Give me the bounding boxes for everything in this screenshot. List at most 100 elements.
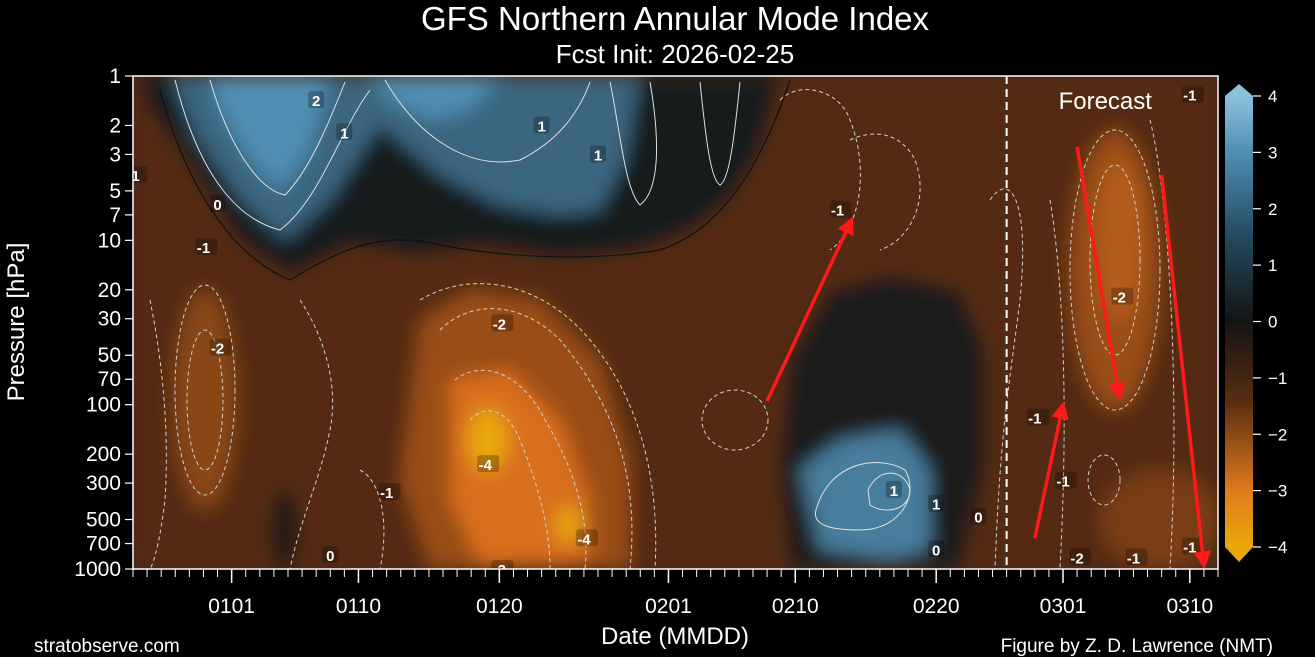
y-tick-label: 700 [86,533,121,556]
positive-anomaly-peak [210,76,500,190]
contour-label: -2 [1111,287,1134,307]
contour-label-text: -3 [493,562,506,579]
contour-label-text: 1 [537,118,545,135]
contour-label-bg [928,494,945,512]
contour-label-text: 0 [932,542,940,559]
contour-label-bg [491,560,514,569]
contour-label-bg [209,194,226,212]
x-tick-label: 0210 [772,595,819,618]
contour-label: -1 [829,200,852,220]
contour-label-text: 0 [213,197,221,214]
contour-label: -1 [126,165,147,185]
contour-label-text: 1 [932,497,940,514]
contour-label-text: -1 [831,203,844,220]
contour-lines [159,79,911,531]
contour-label-text: 2 [312,93,320,110]
contour-label: -2 [209,338,232,358]
y-tick-label: 10 [98,229,121,252]
y-tick-label: 50 [98,344,121,367]
contour-label-bg [1125,548,1148,566]
contour-label-text: 1 [890,483,898,500]
contour-label-bg [209,338,232,356]
y-tick-label: 100 [86,394,121,417]
contour-label: 1 [590,145,606,164]
forecast-label: Forecast [1059,88,1153,115]
trend-arrows [765,146,1212,569]
contour-label-text: -1 [1183,540,1196,557]
x-tick-label: 0101 [208,595,255,618]
x-tick-label: 0120 [476,595,523,618]
colorbar-ticks: 4 3 2 1 0 −1 −2 −3 −4 [1253,87,1287,557]
contour-label: 2 [308,91,325,110]
contour-label-text: -1 [1127,550,1140,567]
trend-arrow [765,216,854,402]
contour-label-bg [133,165,147,183]
contour-label-bg [378,483,401,501]
trend-arrow [1033,401,1069,539]
contour-label-bg [322,545,339,563]
y-tick-label: 1000 [74,558,121,581]
chart-title: GFS Northern Annular Mode Index [421,0,930,37]
y-tick-label: 3 [109,143,121,166]
contour-label-bg [336,123,353,141]
contour-label-bg [533,116,550,134]
contour-label-text: -4 [479,457,493,474]
contour-label: 0 [928,540,945,559]
y-tick-label: 70 [98,368,121,391]
y-tick-label: 1 [109,65,121,88]
chart-subtitle: Fcst Init: 2026-02-25 [556,39,794,69]
y-tick-label: 500 [86,509,121,532]
y-tick-label: 2 [109,114,121,137]
contour-label: -1 [1181,537,1204,557]
contour-label-text: -4 [577,531,591,548]
colorbar-tick-label: 1 [1268,256,1277,275]
contour-label: -2 [1069,548,1092,567]
contour-label-bg [970,507,987,525]
plot-frame [132,75,1219,570]
x-tick-label: 0201 [645,595,692,618]
contour-label-text: 0 [326,548,334,565]
negative-anomaly-dec [173,290,237,510]
contour-label-text: -1 [126,168,139,185]
colorbar-tick-label: −2 [1268,425,1287,444]
contour-label-bg [1026,408,1049,426]
contour-label: -1 [1026,408,1049,428]
contour-label-text: 1 [594,147,602,164]
x-tick-label: 0301 [1040,595,1087,618]
contour-label-text: -2 [1113,290,1126,307]
contour-label-bg [195,238,218,256]
dashed-contour-lines [149,89,1175,569]
contour-label: -1 [1055,471,1077,491]
contour-label-bg [1181,537,1204,555]
contour-label-text: -1 [1056,474,1069,491]
contour-label: 0 [322,545,339,565]
colorbar-tick-label: 4 [1268,87,1277,106]
y-tick-label: 7 [109,204,121,227]
contour-label-bg [590,145,606,163]
author-credit: Figure by Z. D. Lawrence (NMT) [1001,636,1273,657]
contour-label: -1 [1125,548,1148,567]
contour-label: 1 [928,494,945,514]
x-tick-label: 0220 [913,595,960,618]
trend-arrow [1075,146,1126,401]
plot-area: 2 1 1 1 -1 0 -1 -2 -2 -1 -2 -1 -4 -1 0 -4 -3 1 1 0 0 -1 -1 -2 -1… [126,76,1218,579]
y-tick-label: 200 [86,443,121,466]
x-tick-label: 0310 [1166,595,1213,618]
contour-label-bg [829,200,852,218]
source-credit: stratobserve.com [34,636,180,657]
contour-label-bg [1111,287,1134,305]
contour-label-text: 0 [974,510,982,527]
contour-label: -1 [378,483,401,502]
contour-label-bg [308,91,325,109]
colorbar-extend-bottom [1225,547,1253,562]
contour-label-text: 1 [340,125,348,142]
contour-label: 1 [336,123,353,142]
contour-label-bg [1055,471,1077,489]
contour-label-text: -1 [197,240,210,257]
y-axis-label: Pressure [hPa] [3,243,30,402]
contour-label: 0 [970,507,987,527]
contour-label: -1 [1181,85,1204,105]
y-tick-label: 30 [98,308,121,331]
contour-label: 0 [209,194,226,214]
